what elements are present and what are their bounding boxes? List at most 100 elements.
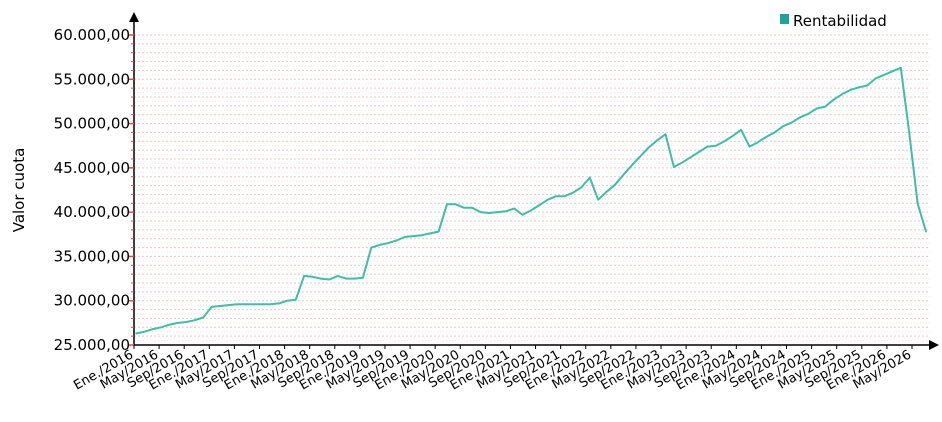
data-point: [336, 275, 339, 277]
data-point: [748, 145, 751, 148]
data-point: [311, 276, 314, 278]
legend[interactable]: Rentabilidad: [780, 12, 887, 30]
data-point: [925, 230, 927, 233]
data-point: [580, 186, 583, 189]
data-point: [345, 277, 347, 280]
data-point: [143, 330, 146, 333]
legend-swatch: [780, 14, 789, 24]
data-point: [488, 212, 490, 214]
data-point: [185, 321, 188, 323]
data-point: [160, 326, 162, 329]
data-point: [824, 105, 826, 108]
data-point: [664, 133, 667, 135]
data-point: [496, 211, 499, 213]
y-axis-arrow: [129, 12, 139, 22]
data-point: [252, 303, 255, 306]
data-point: [681, 161, 684, 164]
legend-label: Rentabilidad: [793, 12, 887, 30]
data-point: [505, 210, 507, 213]
data-point: [858, 86, 860, 89]
data-point: [353, 277, 356, 280]
y-tick-label: 50.000,00: [54, 115, 130, 133]
data-point: [740, 129, 742, 131]
grid: [134, 34, 930, 342]
series: [135, 66, 927, 335]
data-point: [614, 183, 616, 186]
data-point: [908, 131, 910, 134]
data-point: [563, 195, 566, 197]
data-point: [152, 328, 154, 330]
data-point: [547, 198, 549, 201]
data-point: [177, 322, 179, 324]
y-tick-label: 40.000,00: [54, 203, 130, 221]
data-point: [530, 209, 532, 212]
data-point: [715, 144, 717, 147]
data-point: [765, 136, 768, 138]
data-point: [387, 242, 389, 244]
data-point: [639, 155, 642, 158]
data-point: [883, 74, 885, 76]
data-point: [429, 232, 431, 235]
data-point: [773, 131, 776, 134]
data-point: [463, 206, 465, 209]
series-line-rentabilidad: [135, 66, 927, 335]
data-point: [210, 306, 213, 308]
data-point: [202, 316, 204, 319]
data-point: [328, 278, 331, 281]
data-point: [278, 302, 280, 305]
data-point: [689, 156, 692, 158]
data-point: [135, 332, 137, 335]
data-point: [656, 139, 658, 142]
data-point: [698, 151, 700, 153]
data-point: [269, 303, 272, 306]
data-point: [261, 303, 263, 306]
data-point: [219, 305, 221, 307]
data-point: [286, 299, 289, 302]
data-point: [320, 277, 322, 280]
y-tick-label: 60.000,00: [54, 26, 130, 44]
data-point: [597, 198, 599, 201]
data-point: [673, 166, 675, 168]
data-point: [799, 116, 801, 119]
data-point: [731, 135, 734, 137]
data-point: [437, 230, 440, 233]
data-point: [900, 67, 902, 69]
data-point: [723, 140, 726, 143]
data-point: [479, 211, 482, 213]
data-point: [420, 234, 423, 236]
data-point: [815, 107, 818, 110]
data-point: [832, 98, 835, 101]
data-point: [647, 146, 650, 149]
data-point: [589, 176, 591, 179]
data-point: [790, 121, 793, 124]
data-point: [378, 244, 381, 246]
data-point: [471, 206, 474, 209]
y-axis-ticks: 25.000,00 30.000,00 35.000,00 40.000,00 45.0…: [54, 26, 134, 354]
data-point: [782, 125, 784, 127]
y-tick-label: 45.000,00: [54, 159, 130, 177]
data-point: [605, 191, 608, 193]
data-point: [236, 303, 238, 306]
data-point: [538, 204, 541, 206]
data-point: [622, 174, 625, 176]
data-point: [404, 236, 406, 238]
data-point: [841, 93, 843, 96]
data-point: [412, 235, 415, 237]
data-point: [370, 246, 373, 249]
data-point: [362, 276, 364, 279]
data-point: [874, 77, 877, 80]
data-point: [395, 239, 398, 242]
data-point: [631, 164, 633, 166]
y-axis-title: Valor cuota: [10, 148, 28, 233]
data-point: [555, 195, 557, 197]
data-point: [168, 323, 171, 326]
data-point: [227, 304, 230, 306]
x-axis-ticks: Ene./2016May/2016Sep/2016Ene./2017May/20…: [71, 345, 914, 393]
data-point: [757, 141, 759, 143]
data-point: [706, 145, 709, 148]
data-point: [446, 203, 448, 205]
y-tick-label: 30.000,00: [54, 292, 130, 310]
data-point: [303, 275, 305, 277]
